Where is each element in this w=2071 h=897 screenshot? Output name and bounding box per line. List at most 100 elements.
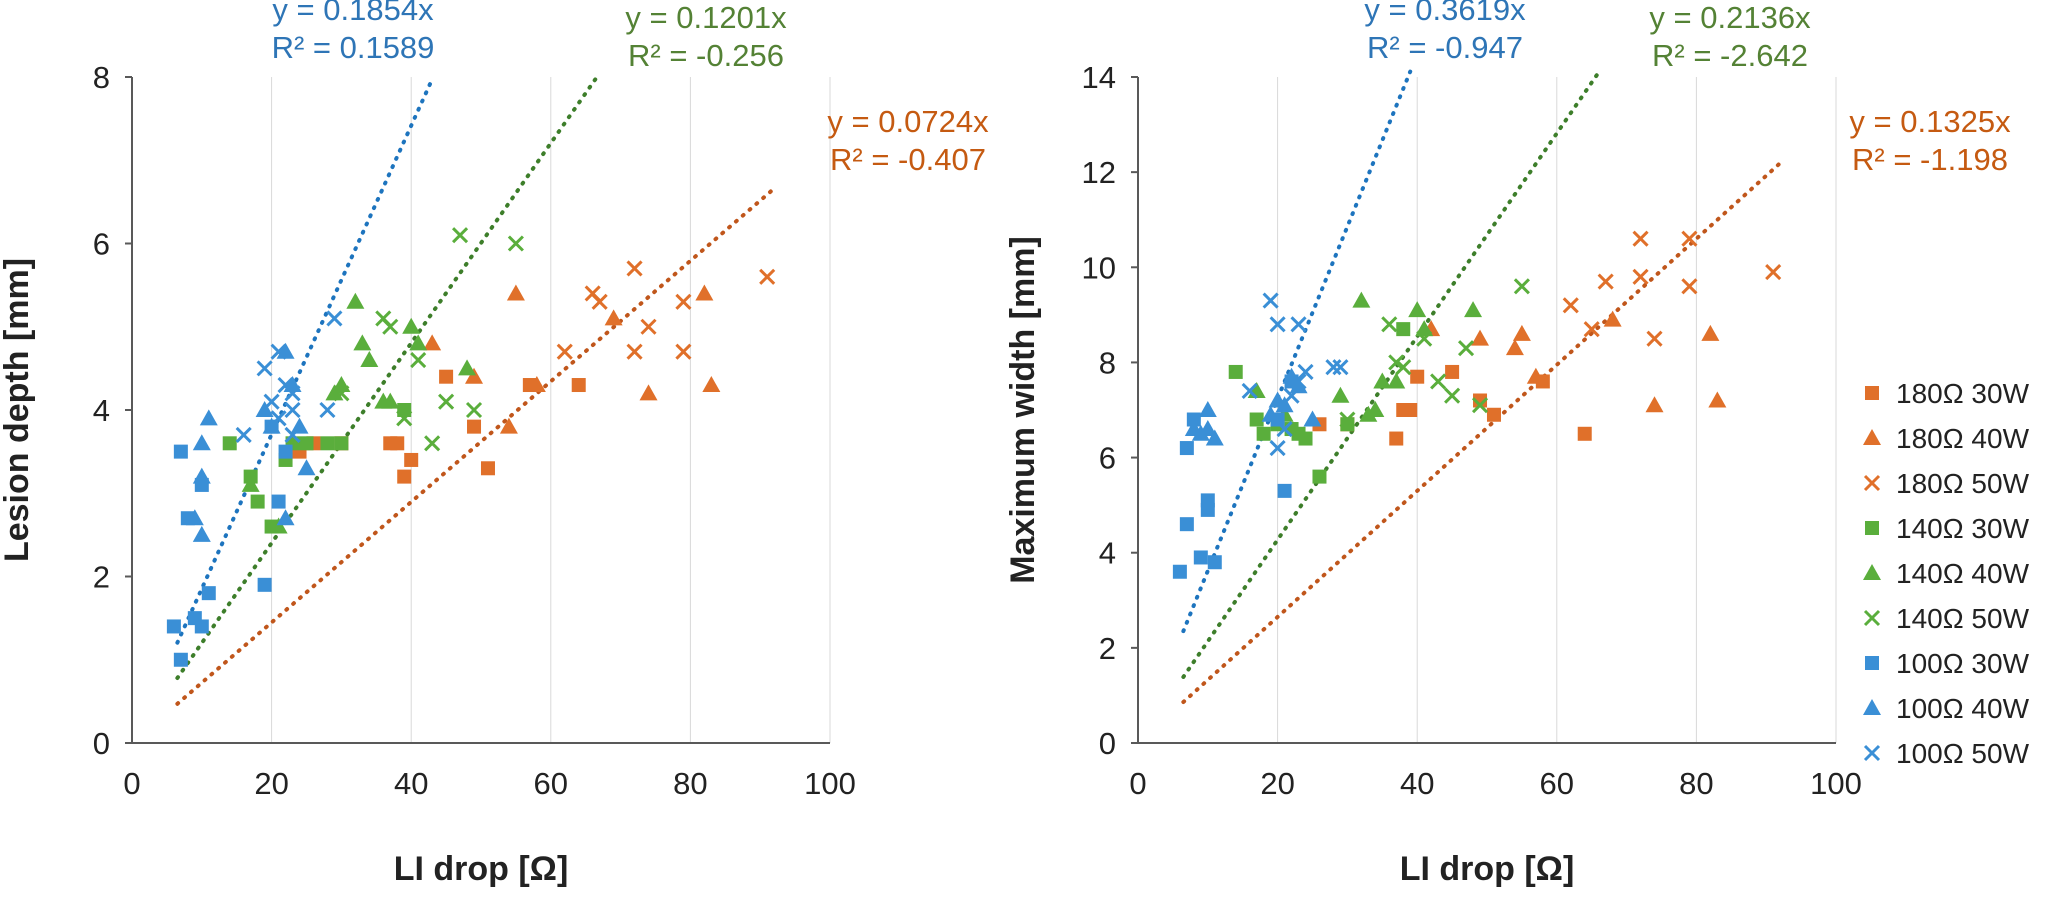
data-point-green-triangle	[402, 317, 421, 334]
data-point-orange-x	[1681, 230, 1698, 247]
trendline-equation: y = 0.2136x	[1649, 0, 1811, 35]
legend-label: 140Ω 50W	[1896, 603, 2030, 634]
data-point-blue-square	[1172, 564, 1187, 579]
data-point-green-x	[1457, 340, 1475, 357]
data-point-orange-x	[556, 343, 573, 360]
data-point-blue-x	[1290, 373, 1307, 390]
data-point-green-x	[438, 393, 455, 410]
data-point-blue-x	[1241, 382, 1258, 400]
legend-marker-orange-x	[1863, 474, 1881, 492]
data-point-blue-x	[1297, 363, 1314, 381]
x-tick-label: 60	[534, 766, 568, 801]
data-point-green-x	[465, 401, 483, 419]
data-point-green-x	[1471, 397, 1489, 414]
x-tick-label: 40	[394, 766, 428, 801]
data-point-green-square	[1340, 417, 1355, 432]
legend-label: 100Ω 30W	[1896, 648, 2030, 679]
data-point-blue-x	[1269, 439, 1286, 457]
data-point-blue-square	[1277, 483, 1292, 498]
y-tick-label: 4	[93, 393, 110, 428]
y-tick-label: 2	[1099, 631, 1116, 666]
data-point-orange-x	[759, 268, 776, 285]
data-point-blue-x	[319, 401, 336, 419]
data-point-orange-square	[404, 452, 419, 467]
data-point-orange-triangle	[1603, 310, 1622, 327]
trendline-r2: R² = -2.642	[1652, 38, 1808, 73]
data-point-blue-triangle	[1198, 401, 1217, 417]
data-point-orange-square	[1403, 403, 1418, 417]
x-tick-label: 60	[1540, 766, 1574, 801]
data-point-blue-square	[271, 494, 286, 509]
data-point-green-triangle	[1408, 301, 1427, 318]
data-point-orange-square	[390, 436, 405, 451]
x-tick-label: 100	[1810, 766, 1862, 801]
data-point-blue-x	[284, 401, 301, 419]
data-point-green-square	[1396, 322, 1411, 337]
data-point-green-square	[1228, 364, 1243, 379]
data-point-blue-triangle	[1205, 429, 1224, 446]
y-tick-label: 6	[93, 227, 110, 262]
data-point-blue-triangle	[1275, 396, 1294, 413]
trendline-equation: y = 0.1201x	[625, 0, 787, 35]
data-point-blue-x	[1269, 316, 1286, 333]
data-point-blue-triangle	[1303, 410, 1322, 427]
data-point-green-triangle	[1387, 372, 1406, 389]
y-tick-label: 8	[1099, 345, 1116, 380]
data-point-blue-square	[201, 586, 216, 601]
data-point-blue-square	[166, 619, 181, 634]
data-point-green-x	[1513, 278, 1530, 295]
data-point-orange-triangle	[702, 376, 721, 393]
trendline-r2: R² = 0.1589	[272, 30, 435, 65]
data-point-blue-x	[284, 426, 301, 444]
data-point-orange-x	[626, 260, 643, 277]
data-point-blue-square	[1186, 412, 1201, 427]
data-point-blue-x	[1262, 292, 1279, 309]
data-point-orange-x	[626, 343, 643, 360]
data-point-orange-triangle	[695, 284, 714, 301]
data-point-blue-square	[173, 444, 188, 459]
trendline-equation: y = 0.1325x	[1849, 104, 2011, 139]
y-axis-title: Lesion depth [mm]	[0, 258, 36, 562]
data-point-green-x	[1444, 387, 1461, 404]
data-point-blue-x	[1283, 387, 1300, 404]
legend-marker-blue-x	[1863, 744, 1881, 762]
data-point-blue-square	[194, 619, 209, 634]
x-tick-label: 40	[1400, 766, 1434, 801]
data-point-green-square	[1256, 426, 1271, 441]
data-point-blue-x	[326, 310, 343, 327]
data-point-orange-triangle	[423, 334, 442, 351]
y-tick-label: 4	[1099, 536, 1116, 571]
data-point-blue-square	[278, 444, 293, 459]
data-point-green-triangle	[346, 292, 365, 309]
x-tick-label: 100	[804, 766, 856, 801]
data-point-blue-x	[1332, 359, 1349, 376]
data-point-blue-x	[284, 385, 301, 402]
data-point-green-triangle	[360, 351, 379, 368]
data-point-blue-square	[1193, 550, 1208, 565]
legend-label: 140Ω 30W	[1896, 513, 2030, 544]
data-point-orange-x	[1646, 330, 1663, 347]
data-point-orange-square	[571, 378, 586, 393]
legend-marker-green-triangle	[1863, 564, 1881, 580]
data-point-orange-triangle	[499, 417, 518, 434]
x-tick-label: 80	[673, 766, 707, 801]
data-point-blue-triangle	[276, 509, 295, 526]
data-point-green-triangle	[458, 359, 477, 376]
data-point-blue-triangle	[290, 417, 309, 434]
y-tick-label: 0	[93, 726, 110, 761]
data-point-green-square	[320, 436, 335, 451]
legend-label: 180Ω 30W	[1896, 378, 2030, 409]
y-tick-label: 10	[1082, 250, 1116, 285]
legend-marker-orange-square	[1865, 386, 1879, 400]
data-point-orange-x	[1632, 230, 1649, 247]
legend-label: 180Ω 40W	[1896, 423, 2030, 454]
data-point-orange-x	[675, 343, 692, 360]
data-point-green-triangle	[1366, 401, 1385, 417]
trendline-r2: R² = -0.407	[830, 142, 986, 177]
data-point-orange-triangle	[1505, 339, 1524, 356]
data-point-blue-x	[235, 426, 252, 444]
data-point-green-square	[222, 436, 237, 451]
data-point-green-x	[382, 318, 399, 335]
